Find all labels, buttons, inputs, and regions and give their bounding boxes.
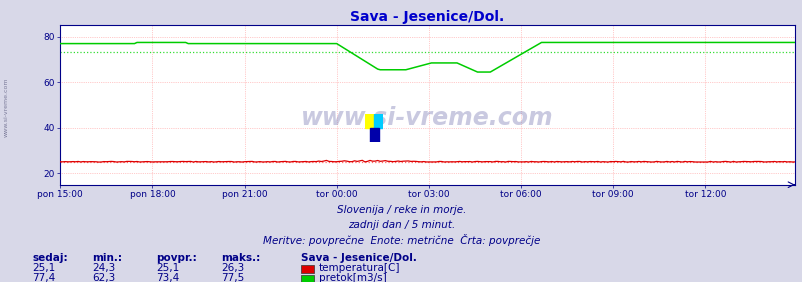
Text: maks.:: maks.: [221, 253, 260, 263]
Text: www.si-vreme.com: www.si-vreme.com [301, 106, 553, 130]
Text: povpr.:: povpr.: [156, 253, 197, 263]
Text: Sava - Jesenice/Dol.: Sava - Jesenice/Dol. [301, 253, 416, 263]
Text: 62,3: 62,3 [92, 273, 115, 282]
Text: Meritve: povprečne  Enote: metrične  Črta: povprečje: Meritve: povprečne Enote: metrične Črta:… [262, 234, 540, 246]
Text: sedaj:: sedaj: [32, 253, 67, 263]
Text: www.si-vreme.com: www.si-vreme.com [4, 78, 9, 137]
Text: 25,1: 25,1 [32, 263, 55, 273]
Bar [374, 114, 383, 128]
Text: 77,4: 77,4 [32, 273, 55, 282]
Text: 73,4: 73,4 [156, 273, 180, 282]
Text: 77,5: 77,5 [221, 273, 244, 282]
Title: Sava - Jesenice/Dol.: Sava - Jesenice/Dol. [350, 10, 504, 24]
Text: zadnji dan / 5 minut.: zadnji dan / 5 minut. [347, 221, 455, 230]
Text: 24,3: 24,3 [92, 263, 115, 273]
Bar [369, 128, 379, 142]
Text: min.:: min.: [92, 253, 122, 263]
Text: Slovenija / reke in morje.: Slovenija / reke in morje. [336, 205, 466, 215]
Text: temperatura[C]: temperatura[C] [318, 263, 399, 273]
Text: pretok[m3/s]: pretok[m3/s] [318, 273, 386, 282]
Text: 26,3: 26,3 [221, 263, 244, 273]
Text: 25,1: 25,1 [156, 263, 180, 273]
Bar [365, 114, 374, 128]
